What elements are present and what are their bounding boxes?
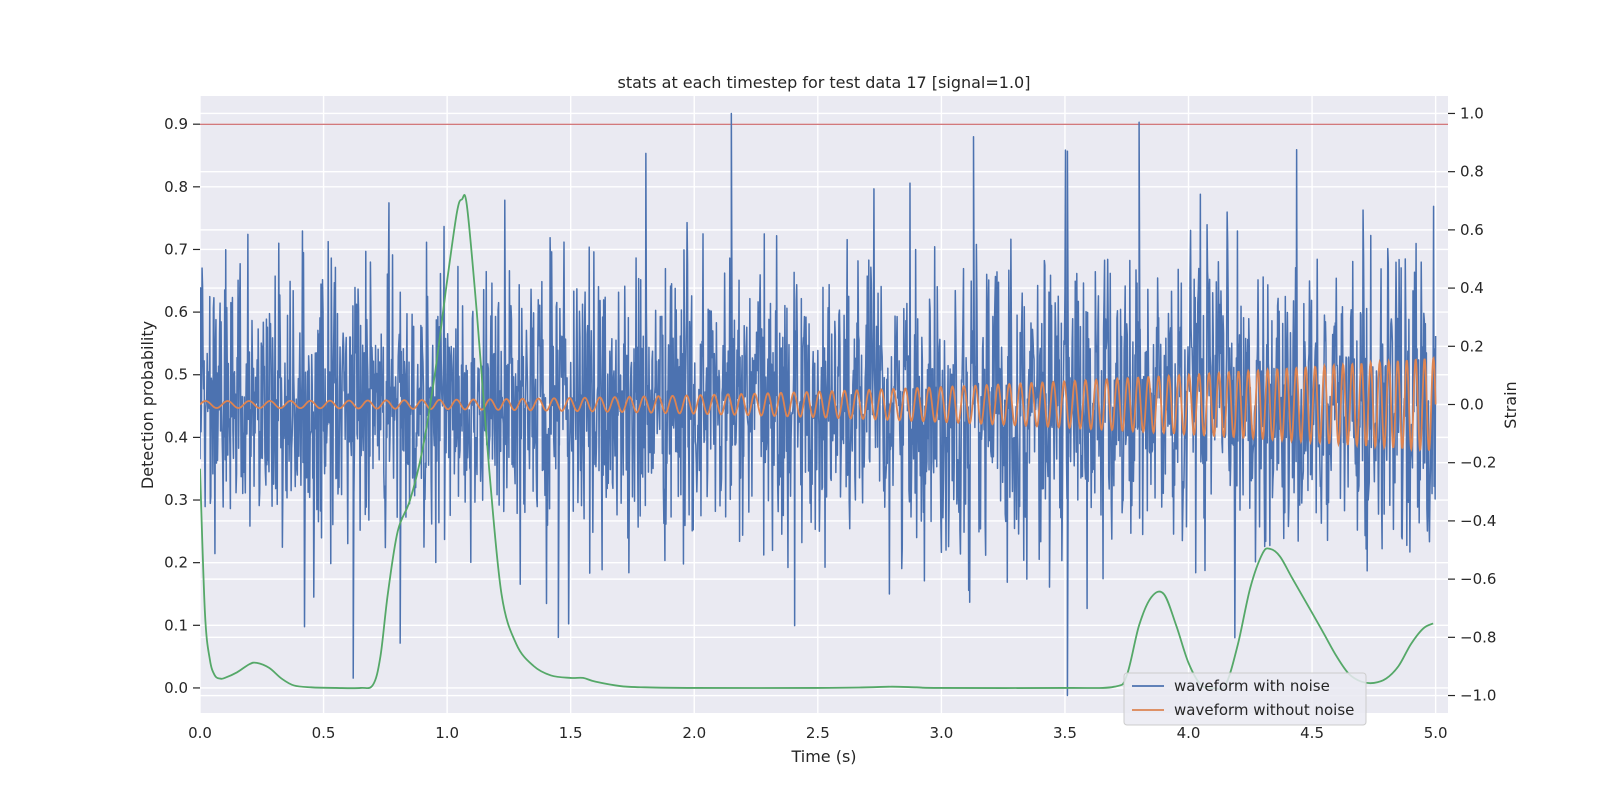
x-tick-label-3: 1.5: [559, 724, 583, 742]
x-tick-label-10: 5.0: [1424, 724, 1448, 742]
y-left-axis-label: Detection probability: [138, 321, 157, 489]
x-tick-label-7: 3.5: [1053, 724, 1077, 742]
legend-label-waveform-with-noise: waveform with noise: [1174, 677, 1330, 695]
x-tick-label-5: 2.5: [806, 724, 830, 742]
x-tick-label-8: 4.0: [1177, 724, 1201, 742]
y-right-tick-label-4: −0.2: [1460, 454, 1496, 472]
y-left-tick-label-9: 0.9: [164, 115, 188, 133]
y-right-axis-label: Strain: [1501, 381, 1520, 428]
y-right-axis-ticks: −1.0 −0.8 −0.6 −0.4 −0.2 0.0 0.2 0.4 0.6 0.8 1.0: [1448, 104, 1496, 705]
x-tick-label-6: 3.0: [929, 724, 953, 742]
series-waveform-without-noise: [200, 355, 1437, 453]
x-axis-ticks: 0.0 0.5 1.0 1.5 2.0 2.5 3.0 3.5 4.0 4.5 5.0: [188, 724, 1448, 742]
y-right-tick-label-2: −0.6: [1460, 570, 1496, 588]
y-right-tick-label-3: −0.4: [1460, 512, 1496, 530]
y-right-tick-label-8: 0.6: [1460, 221, 1484, 239]
y-right-tick-label-7: 0.4: [1460, 279, 1484, 297]
y-left-tick-label-2: 0.2: [164, 554, 188, 572]
series-layer: [200, 112, 1448, 697]
y-left-tick-label-4: 0.4: [164, 428, 188, 446]
series-detection-probability: [200, 194, 1434, 691]
x-tick-label-2: 1.0: [435, 724, 459, 742]
x-tick-label-4: 2.0: [682, 724, 706, 742]
y-left-tick-label-0: 0.0: [164, 679, 188, 697]
x-axis-label: Time (s): [790, 747, 856, 766]
y-right-tick-label-0: −1.0: [1460, 687, 1496, 705]
legend-box: [1123, 672, 1367, 726]
series-clip-group: [200, 112, 1448, 697]
x-tick-label-0: 0.0: [188, 724, 212, 742]
y-right-tick-label-5: 0.0: [1460, 396, 1484, 414]
y-left-tick-label-3: 0.3: [164, 491, 188, 509]
x-tick-label-1: 0.5: [312, 724, 336, 742]
y-left-tick-label-7: 0.7: [164, 240, 188, 258]
y-left-tick-label-5: 0.5: [164, 366, 188, 384]
legend: waveform with noise waveform without noi…: [1123, 672, 1367, 726]
y-left-tick-label-8: 0.8: [164, 178, 188, 196]
y-right-tick-label-10: 1.0: [1460, 104, 1484, 122]
x-tick-label-9: 4.5: [1300, 724, 1324, 742]
legend-label-waveform-without-noise: waveform without noise: [1174, 701, 1354, 719]
y-left-tick-label-6: 0.6: [164, 303, 188, 321]
y-right-tick-label-6: 0.2: [1460, 337, 1484, 355]
y-left-axis-ticks: 0.0 0.1 0.2 0.3 0.4 0.5 0.6 0.7 0.8 0.9: [164, 115, 200, 697]
y-right-tick-label-9: 0.8: [1460, 163, 1484, 181]
series-waveform-with-noise: [200, 112, 1437, 697]
y-right-tick-label-1: −0.8: [1460, 628, 1496, 646]
chart-title: stats at each timestep for test data 17 …: [618, 73, 1031, 92]
y-left-tick-label-1: 0.1: [164, 616, 188, 634]
